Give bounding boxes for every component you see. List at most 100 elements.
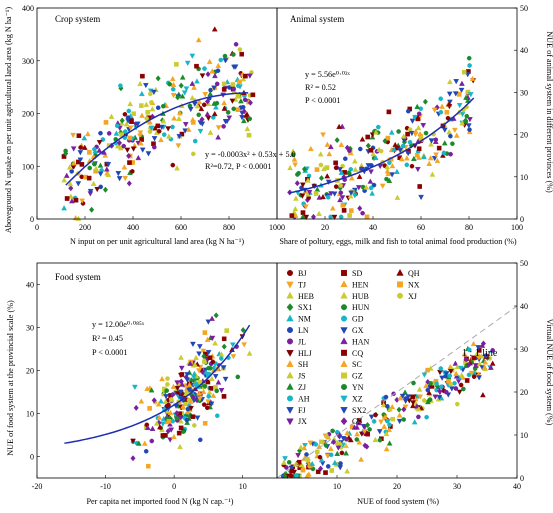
crop-fit-equation: y = -0.0003x² + 0.53x + 5.0 [205, 150, 296, 159]
data-point-animal [307, 145, 314, 152]
data-point-crop [231, 86, 236, 92]
legend-entry-gx: GX [340, 326, 364, 335]
data-point-food [183, 401, 188, 407]
data-point-crop [134, 121, 141, 127]
data-point-animal [357, 205, 363, 212]
data-point-crop [97, 162, 104, 168]
data-point-animal [368, 147, 374, 153]
legend-label: HAN [352, 337, 370, 346]
data-point-virtual [414, 403, 420, 409]
data-point-virtual [452, 380, 457, 386]
food-y-axis-label: NUE of food system at the provincial sca… [6, 300, 15, 456]
data-point-crop [214, 100, 220, 106]
data-point-animal [385, 135, 391, 141]
x-tick-label: 0 [35, 223, 39, 232]
data-point-food [186, 381, 193, 388]
data-point-crop [183, 86, 190, 92]
data-point-virtual [439, 384, 444, 390]
data-point-animal [427, 155, 434, 161]
data-point-crop [126, 152, 132, 159]
data-point-crop [140, 73, 145, 79]
data-point-crop [160, 103, 166, 109]
data-point-crop [179, 74, 186, 80]
legend-marker-icon [287, 395, 294, 402]
legend-entry-xj: XJ [397, 292, 417, 301]
data-point-crop [226, 115, 233, 121]
data-point-crop [215, 68, 221, 73]
data-point-virtual [446, 379, 451, 384]
data-point-food [207, 365, 213, 371]
data-point-food [164, 388, 169, 393]
y-tick-label: 10 [520, 173, 528, 182]
data-point-virtual [410, 402, 416, 409]
data-point-virtual [483, 353, 489, 359]
data-point-animal [431, 107, 438, 113]
data-point-virtual [480, 392, 486, 398]
data-point-virtual [437, 369, 443, 376]
data-point-food [163, 394, 169, 400]
data-point-animal [459, 120, 466, 126]
data-point-crop [87, 188, 94, 195]
legend-marker-icon [340, 395, 348, 403]
data-point-crop [63, 150, 69, 157]
data-point-animal [400, 143, 406, 149]
data-point-food [222, 376, 229, 383]
data-point-food [206, 394, 211, 399]
data-point-virtual [371, 419, 377, 424]
data-point-animal [292, 212, 299, 218]
data-point-virtual [401, 406, 407, 413]
data-point-animal [341, 174, 347, 181]
data-point-crop [93, 165, 100, 171]
data-point-crop [129, 169, 135, 174]
data-point-virtual [364, 421, 371, 429]
data-point-crop [103, 166, 110, 172]
data-point-virtual [396, 406, 402, 413]
data-point-animal [386, 109, 392, 115]
data-point-crop [105, 171, 112, 177]
legend-marker-icon [341, 349, 348, 356]
data-point-food [241, 342, 248, 348]
data-point-food [215, 379, 222, 385]
data-point-animal [292, 162, 298, 168]
data-point-food [205, 379, 211, 385]
data-point-virtual [453, 386, 459, 391]
legend-entry-cq: CQ [341, 349, 363, 358]
data-point-crop [71, 160, 77, 166]
data-point-crop [69, 169, 74, 174]
legend-marker-icon [340, 417, 348, 426]
data-point-crop [165, 126, 172, 132]
data-point-animal [331, 191, 338, 197]
data-point-food [184, 372, 191, 378]
data-point-animal [287, 164, 293, 171]
data-point-crop [122, 175, 129, 182]
scatter-points-layer [61, 26, 496, 479]
data-point-virtual [428, 381, 433, 386]
data-point-animal [394, 194, 401, 200]
data-point-virtual [318, 465, 324, 472]
legend-entry-heb: HEB [286, 291, 314, 301]
food-fit-equation: y = 12.00e⁰·⁰⁸⁵ˣ [92, 320, 145, 329]
data-point-crop [212, 72, 218, 79]
legend-marker-icon [287, 327, 294, 334]
data-point-virtual [343, 442, 349, 449]
data-point-food [191, 423, 197, 428]
data-point-animal [373, 129, 379, 135]
data-point-virtual [343, 450, 349, 456]
legend-entry-gz: GZ [341, 372, 363, 381]
data-point-animal [467, 63, 472, 68]
data-point-virtual [448, 386, 455, 392]
data-point-crop [148, 125, 155, 131]
x-tick-label: -10 [100, 482, 111, 491]
data-point-crop [69, 198, 75, 204]
data-point-crop [232, 64, 239, 70]
data-point-crop [155, 75, 161, 82]
data-point-crop [115, 171, 122, 177]
food-fit-p: P < 0.0001 [92, 348, 127, 357]
data-point-crop [181, 90, 188, 96]
data-point-animal [467, 92, 474, 98]
data-point-animal [466, 55, 472, 61]
data-point-food [179, 372, 185, 377]
data-point-food [176, 430, 182, 436]
data-point-virtual [397, 395, 404, 401]
legend-entry-ln: LN [287, 326, 309, 335]
